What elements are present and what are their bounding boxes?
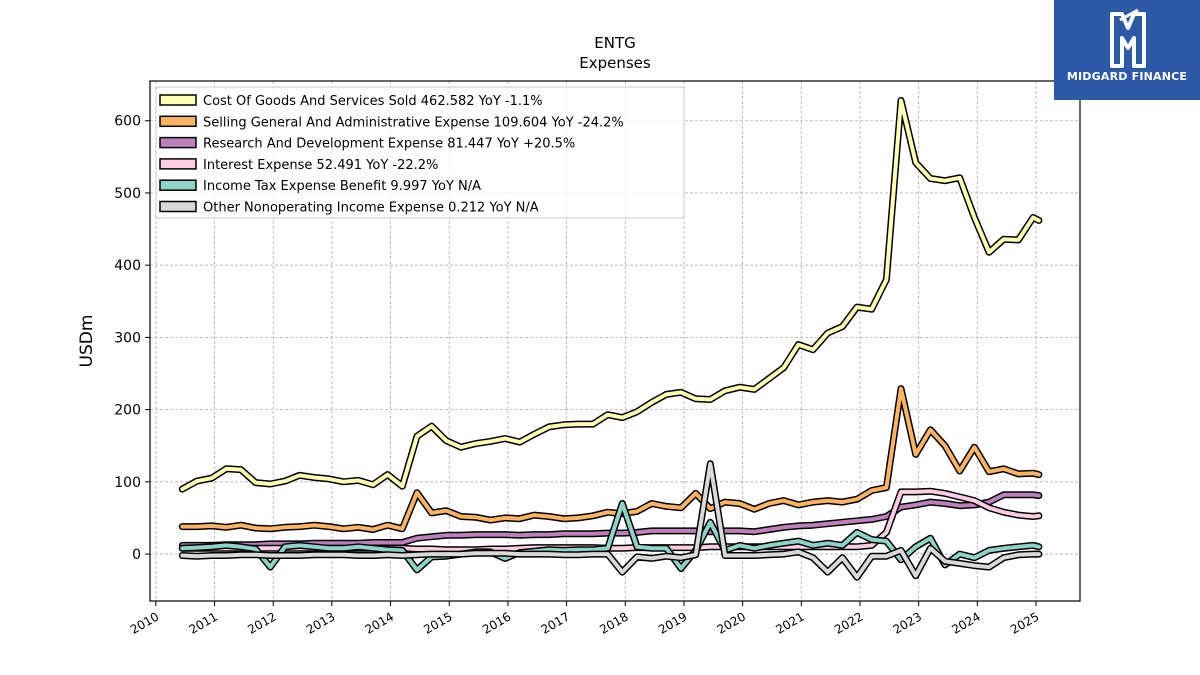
chart-title: ENTG	[594, 34, 635, 52]
legend-item: Selling General And Administrative Expen…	[159, 115, 624, 130]
series-layer	[178, 97, 1043, 581]
x-axis: 2010 2011 2012 2013 2014 2015 2016 2017 2018 2019…	[128, 601, 1041, 637]
x-tick-label: 2017	[539, 609, 572, 636]
x-tick-label: 2013	[304, 609, 337, 636]
x-tick-label: 2016	[480, 609, 513, 636]
x-tick-label: 2012	[245, 609, 278, 636]
legend-label: Research And Development Expense 81.447 …	[203, 137, 575, 152]
legend-swatch	[159, 136, 197, 149]
legend-swatch	[159, 94, 197, 106]
legend-label: Income Tax Expense Benefit 9.997 YoY N/A	[203, 179, 481, 194]
y-tick-label: 300	[114, 330, 141, 346]
legend-swatch	[159, 115, 197, 128]
legend-swatch	[159, 200, 197, 213]
legend-item: Research And Development Expense 81.447 …	[159, 136, 575, 152]
legend-item: Other Nonoperating Income Expense 0.212 …	[159, 200, 539, 216]
legend-label: Selling General And Administrative Expen…	[203, 115, 624, 130]
legend-item: Interest Expense 52.491 YoY -22.2%	[159, 158, 438, 173]
legend-item: Income Tax Expense Benefit 9.997 YoY N/A	[159, 179, 481, 194]
x-tick-label: 2022	[832, 609, 865, 636]
legend: Cost Of Goods And Services Sold 462.582 …	[155, 86, 685, 219]
x-tick-label: 2019	[656, 609, 689, 636]
x-tick-label: 2023	[891, 609, 924, 636]
x-tick-label: 2011	[187, 609, 220, 636]
legend-label: Interest Expense 52.491 YoY -22.2%	[203, 158, 438, 173]
legend-box	[155, 86, 685, 219]
y-tick-label: 500	[114, 186, 141, 202]
x-tick-label: 2010	[128, 609, 161, 636]
legend-label: Cost Of Goods And Services Sold 462.582 …	[203, 94, 543, 109]
x-tick-label: 2025	[1008, 609, 1041, 636]
series-line	[178, 385, 1043, 533]
brand-mark-icon	[1110, 8, 1146, 68]
legend-swatch	[159, 158, 197, 170]
x-tick-label: 2024	[949, 609, 982, 636]
chart-subtitle: Expenses	[579, 54, 651, 72]
y-axis-label: USDm	[77, 315, 97, 368]
brand-logo: MIDGARD FINANCE	[1054, 0, 1200, 100]
x-tick-label: 2014	[363, 609, 396, 636]
legend-swatch	[159, 179, 197, 191]
x-tick-label: 2020	[715, 609, 748, 636]
x-tick-label: 2021	[773, 609, 806, 636]
plot-frame	[149, 80, 1081, 602]
y-axis: 0 100 200 300 400 500 600	[114, 114, 150, 563]
series-line-fill	[180, 98, 1041, 492]
y-tick-label: 100	[114, 475, 141, 491]
x-tick-label: 2018	[597, 609, 630, 636]
series-line-fill	[180, 461, 1041, 580]
y-tick-label: 200	[114, 403, 141, 419]
series-line-fill	[180, 386, 1041, 532]
y-tick-label: 400	[114, 258, 141, 274]
series-line	[178, 97, 1043, 493]
series-line	[178, 460, 1043, 581]
legend-item: Cost Of Goods And Services Sold 462.582 …	[159, 94, 543, 109]
brand-name: MIDGARD FINANCE	[1066, 70, 1188, 83]
y-tick-label: 600	[114, 114, 141, 130]
y-tick-label: 0	[132, 547, 141, 563]
x-tick-label: 2015	[421, 609, 454, 636]
legend-label: Other Nonoperating Income Expense 0.212 …	[203, 201, 539, 216]
